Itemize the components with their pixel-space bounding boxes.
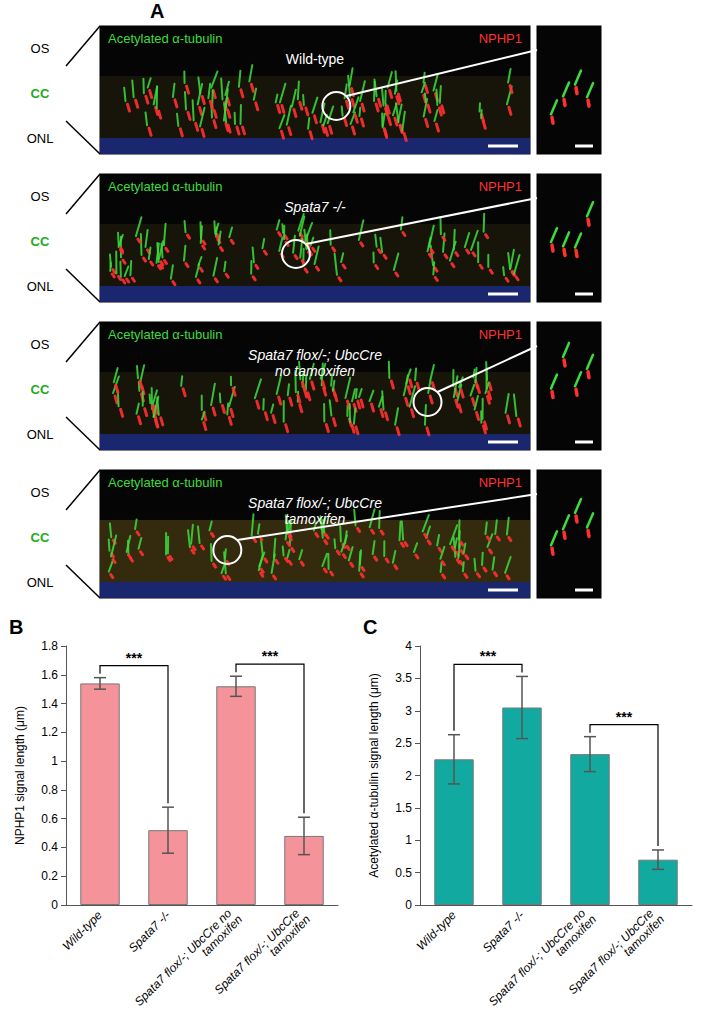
- svg-text:A: A: [150, 0, 164, 22]
- svg-text:NPHP1: NPHP1: [479, 475, 522, 490]
- svg-text:***: ***: [616, 709, 633, 725]
- svg-text:1: 1: [51, 754, 58, 768]
- svg-text:Spata7 flox/-; UbcCre: Spata7 flox/-; UbcCre: [211, 904, 304, 997]
- svg-text:1.5: 1.5: [395, 801, 412, 815]
- svg-text:Acetylated α-tubulin signal le: Acetylated α-tubulin signal length (μm): [367, 673, 381, 878]
- svg-text:2: 2: [405, 769, 412, 783]
- svg-text:OS: OS: [31, 41, 50, 56]
- svg-text:no tamoxifen: no tamoxifen: [275, 363, 355, 379]
- svg-text:Spata7 flox/-; UbcCre: Spata7 flox/-; UbcCre: [565, 904, 658, 997]
- svg-text:0.4: 0.4: [41, 840, 58, 854]
- svg-text:Acetylated α-tubulin: Acetylated α-tubulin: [108, 31, 222, 46]
- svg-text:tamoxifen: tamoxifen: [199, 912, 246, 959]
- svg-text:1: 1: [405, 833, 412, 847]
- svg-text:Wild-type: Wild-type: [60, 908, 105, 953]
- svg-text:NPHP1: NPHP1: [479, 31, 522, 46]
- svg-text:0.5: 0.5: [395, 866, 412, 880]
- svg-text:Acetylated α-tubulin: Acetylated α-tubulin: [108, 475, 222, 490]
- svg-text:1.6: 1.6: [41, 668, 58, 682]
- svg-text:***: ***: [262, 648, 279, 664]
- svg-text:Spata7 flox/-; UbcCre no: Spata7 flox/-; UbcCre no: [131, 903, 237, 1009]
- svg-text:Acetylated α-tubulin: Acetylated α-tubulin: [108, 327, 222, 342]
- svg-text:NPHP1: NPHP1: [479, 179, 522, 194]
- svg-text:CC: CC: [31, 86, 50, 101]
- svg-text:tamoxifen: tamoxifen: [553, 912, 600, 959]
- svg-text:0.8: 0.8: [41, 783, 58, 797]
- svg-text:2.5: 2.5: [395, 736, 412, 750]
- svg-text:1.8: 1.8: [41, 639, 58, 653]
- svg-text:3.5: 3.5: [395, 671, 412, 685]
- svg-text:ONL: ONL: [27, 279, 54, 294]
- svg-text:Wild-type: Wild-type: [286, 51, 345, 67]
- svg-text:***: ***: [480, 648, 497, 664]
- svg-text:Spata7 flox/-; UbcCre: Spata7 flox/-; UbcCre: [248, 347, 382, 363]
- svg-text:tamoxifen: tamoxifen: [621, 912, 668, 959]
- svg-text:OS: OS: [31, 485, 50, 500]
- svg-text:CC: CC: [31, 530, 50, 545]
- svg-text:4: 4: [405, 639, 412, 653]
- svg-text:ONL: ONL: [27, 131, 54, 146]
- svg-text:ONL: ONL: [27, 427, 54, 442]
- svg-text:C: C: [363, 616, 377, 638]
- svg-text:1.4: 1.4: [41, 697, 58, 711]
- svg-text:CC: CC: [31, 234, 50, 249]
- svg-text:NPHP1: NPHP1: [479, 327, 522, 342]
- svg-text:***: ***: [126, 650, 143, 666]
- svg-text:tamoxifen: tamoxifen: [267, 912, 314, 959]
- svg-text:3: 3: [405, 704, 412, 718]
- svg-text:Spata7 -/-: Spata7 -/-: [480, 908, 527, 955]
- svg-text:1.2: 1.2: [41, 725, 58, 739]
- svg-text:OS: OS: [31, 337, 50, 352]
- svg-text:Acetylated α-tubulin: Acetylated α-tubulin: [108, 179, 222, 194]
- svg-text:Spata7 flox/-; UbcCre: Spata7 flox/-; UbcCre: [248, 495, 382, 511]
- svg-text:Spata7 -/-: Spata7 -/-: [284, 199, 346, 215]
- svg-text:ONL: ONL: [27, 575, 54, 590]
- svg-text:0.6: 0.6: [41, 812, 58, 826]
- svg-text:OS: OS: [31, 189, 50, 204]
- svg-text:CC: CC: [31, 382, 50, 397]
- svg-text:0: 0: [51, 898, 58, 912]
- svg-text:Wild-type: Wild-type: [414, 908, 459, 953]
- svg-text:Spata7 -/-: Spata7 -/-: [126, 908, 173, 955]
- svg-text:Spata7 flox/-; UbcCre no: Spata7 flox/-; UbcCre no: [485, 903, 591, 1009]
- svg-text:NPHP1 signal length (μm): NPHP1 signal length (μm): [13, 706, 27, 845]
- svg-text:B: B: [9, 616, 23, 638]
- svg-text:0.2: 0.2: [41, 869, 58, 883]
- svg-text:tamoxifen: tamoxifen: [284, 511, 346, 527]
- svg-text:0: 0: [405, 898, 412, 912]
